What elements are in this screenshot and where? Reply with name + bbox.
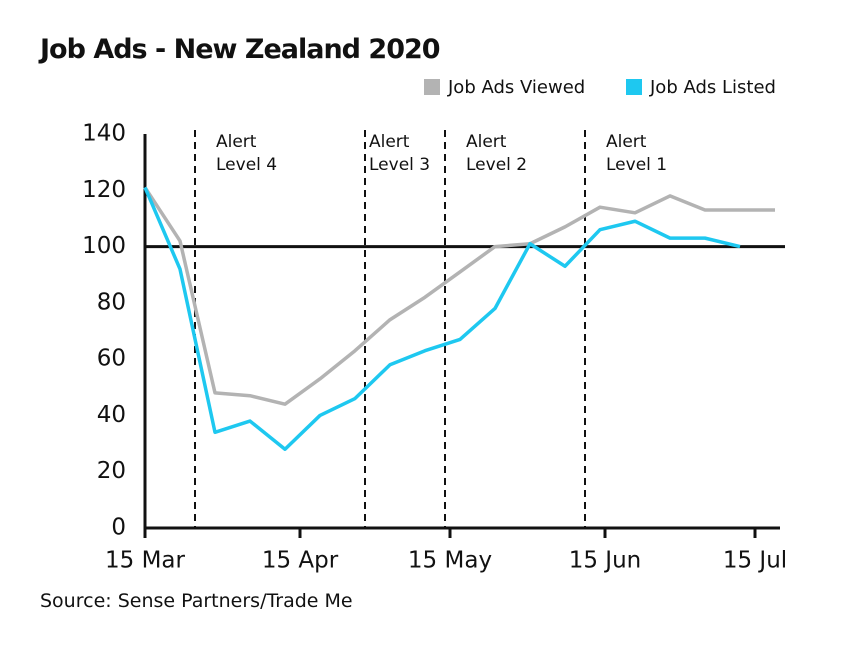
source-note: Source: Sense Partners/Trade Me [40,590,353,612]
x-tick-label: 15 May [408,548,492,574]
alert-label: Alert Level 3 [369,132,431,175]
y-tick-label: 20 [97,458,126,484]
alert-label: Alert Level 1 [606,132,668,175]
legend-label: Job Ads Listed [649,77,776,98]
x-tick-label: 15 Apr [262,548,339,574]
series-line [143,186,775,406]
x-tick-label: 15 Jun [569,548,642,574]
y-tick-label: 40 [97,402,126,428]
y-tick-label: 120 [82,177,126,203]
legend-swatch [424,79,440,95]
y-tick-label: 80 [97,289,126,315]
x-tick-label: 15 Jul [723,548,787,574]
y-tick-label: 100 [82,233,126,259]
x-tick-label: 15 Mar [105,548,186,574]
y-tick-label: 60 [97,346,126,372]
series-line [143,186,741,451]
y-tick-label: 140 [82,121,126,147]
alert-label: Alert Level 4 [216,132,278,175]
legend-swatch [626,79,642,95]
alert-label: Alert Level 2 [466,132,528,175]
legend-label: Job Ads Viewed [447,77,585,98]
y-tick-label: 0 [111,515,126,541]
chart-title: Job Ads - New Zealand 2020 [40,34,441,65]
